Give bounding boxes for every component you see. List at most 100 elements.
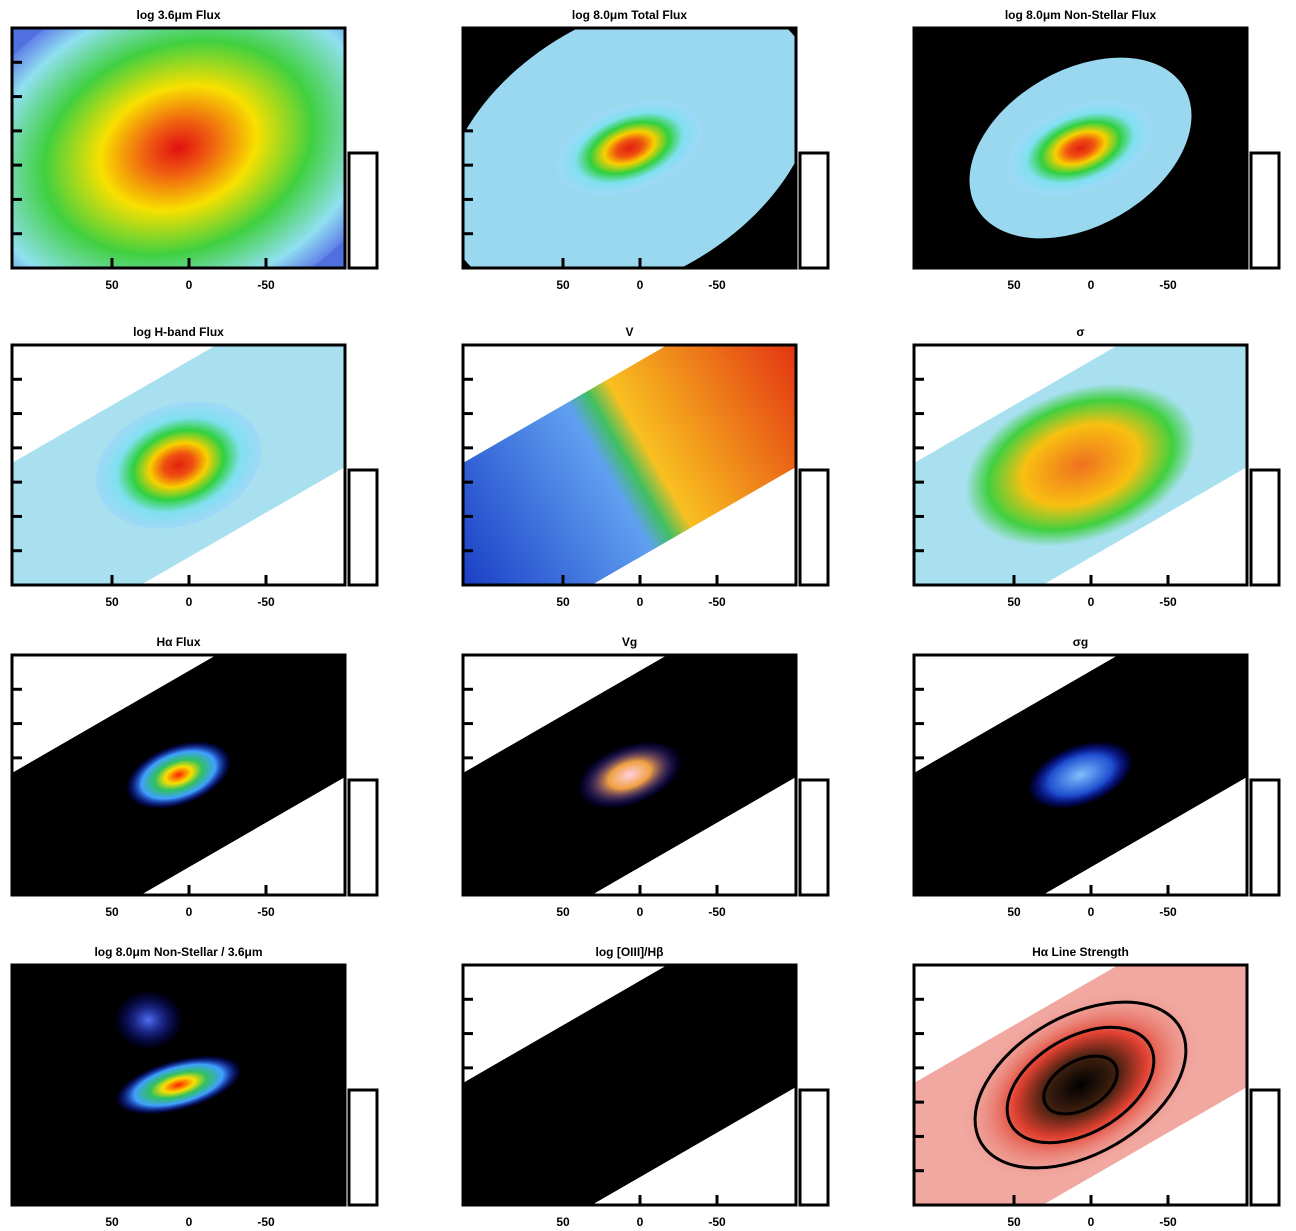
- panel-title: Hα Line Strength: [1032, 945, 1129, 959]
- panel-title: Vg: [622, 635, 637, 649]
- panel: 50 0 -50 Vg: [461, 635, 830, 919]
- x-tick-label: -50: [1159, 905, 1177, 919]
- colorbar: [1249, 1088, 1281, 1207]
- x-tick-label: -50: [708, 1215, 726, 1226]
- x-tick-label: -50: [708, 595, 726, 609]
- x-tick-label: -50: [257, 1215, 275, 1226]
- panel: 50 0 -50 log 8.0μm Non-Stellar Flux: [912, 8, 1281, 292]
- x-tick-label: 50: [556, 1215, 570, 1226]
- emission: [113, 990, 184, 1050]
- x-tick-label: -50: [1159, 595, 1177, 609]
- plot-frame: [912, 963, 1249, 1207]
- panel-title: log 8.0μm Non-Stellar / 3.6μm: [94, 945, 262, 959]
- x-tick-label: 0: [186, 905, 193, 919]
- plot-frame: [10, 26, 347, 270]
- x-tick-label: 50: [1007, 595, 1021, 609]
- core: [1008, 100, 1153, 196]
- x-tick-label: -50: [257, 278, 275, 292]
- x-tick-label: -50: [1159, 278, 1177, 292]
- emission: [964, 383, 1197, 547]
- core: [557, 100, 702, 196]
- data-footprint: [463, 965, 796, 1205]
- panel: 50 0 -50 Hα Line Strength: [912, 945, 1281, 1229]
- x-tick-label: 0: [1088, 595, 1095, 609]
- colorbar: [1249, 778, 1281, 897]
- colorbar: [798, 778, 830, 897]
- x-tick-label: 50: [105, 1215, 119, 1226]
- emission: [961, 990, 1200, 1180]
- x-tick-label: 50: [556, 595, 570, 609]
- panel-title: σg: [1073, 635, 1089, 649]
- plot-frame: [10, 343, 347, 587]
- plot-frame: [912, 26, 1249, 270]
- emission: [125, 741, 232, 809]
- panel-title: V: [625, 325, 633, 339]
- x-tick-label: 0: [1088, 1215, 1095, 1226]
- data-footprint: [463, 345, 796, 585]
- map-image: [12, 965, 345, 1205]
- x-tick-label: 0: [186, 1215, 193, 1226]
- colorbar: [798, 468, 830, 587]
- x-tick-label: 0: [637, 278, 644, 292]
- panel-title: log H-band Flux: [133, 325, 224, 339]
- x-tick-label: 50: [1007, 1215, 1021, 1226]
- plot-frame: [10, 653, 347, 897]
- panel: 50 0 -50 log H-band Flux: [10, 325, 379, 609]
- emission: [576, 741, 683, 809]
- emission: [1027, 741, 1134, 809]
- panel: 50 0 -50 log 3.6μm Flux: [10, 8, 379, 292]
- map-image: [463, 655, 796, 895]
- contour: [1005, 1025, 1156, 1145]
- panel: 50 0 -50 σ: [912, 325, 1281, 609]
- map-image: [914, 345, 1247, 585]
- colorbar: [1249, 468, 1281, 587]
- x-tick-label: -50: [1159, 1215, 1177, 1226]
- x-tick-label: -50: [708, 278, 726, 292]
- x-tick-label: 50: [556, 278, 570, 292]
- panel: 50 0 -50 log 8.0μm Non-Stellar / 3.6μm: [10, 945, 379, 1229]
- emission: [96, 401, 261, 529]
- panel-title: log 8.0μm Total Flux: [572, 8, 687, 22]
- plot-frame: [912, 343, 1249, 587]
- emission: [115, 1055, 242, 1115]
- emission: [12, 28, 345, 268]
- plot-frame: [461, 963, 798, 1207]
- colorbar: [347, 1088, 379, 1207]
- panel-title: Hα Flux: [156, 635, 200, 649]
- x-tick-label: 0: [186, 278, 193, 292]
- x-tick-label: 50: [105, 278, 119, 292]
- colorbar: [347, 151, 379, 270]
- map-image: [914, 655, 1247, 895]
- plot-frame: [912, 653, 1249, 897]
- plot-frame: [10, 963, 347, 1207]
- colorbar: [347, 468, 379, 587]
- colorbar: [1249, 151, 1281, 270]
- x-tick-label: 50: [105, 905, 119, 919]
- map-image: [914, 28, 1247, 268]
- plot-frame: [461, 343, 798, 587]
- plot-frame: [461, 653, 798, 897]
- x-tick-label: 0: [186, 595, 193, 609]
- x-tick-label: 0: [1088, 905, 1095, 919]
- x-tick-label: -50: [257, 905, 275, 919]
- map-image: [914, 965, 1247, 1205]
- x-tick-label: 50: [1007, 905, 1021, 919]
- plot-frame: [461, 26, 798, 270]
- panel: 50 0 -50 V: [461, 325, 830, 609]
- map-image: [463, 965, 796, 1205]
- panel: 50 0 -50 log [OIII]/Hβ: [461, 945, 830, 1229]
- contour: [973, 1000, 1188, 1170]
- panel-title: σ: [1076, 325, 1084, 339]
- map-image: [12, 655, 345, 895]
- contour: [1042, 1054, 1119, 1116]
- map-image: [463, 28, 796, 268]
- colorbar: [798, 1088, 830, 1207]
- colorbar: [347, 778, 379, 897]
- panel-title: log [OIII]/Hβ: [596, 945, 664, 959]
- x-tick-label: 0: [637, 905, 644, 919]
- x-tick-label: 50: [1007, 278, 1021, 292]
- panel-title: log 3.6μm Flux: [136, 8, 220, 22]
- x-tick-label: 0: [1088, 278, 1095, 292]
- panel: 50 0 -50 log 8.0μm Total Flux: [461, 8, 830, 292]
